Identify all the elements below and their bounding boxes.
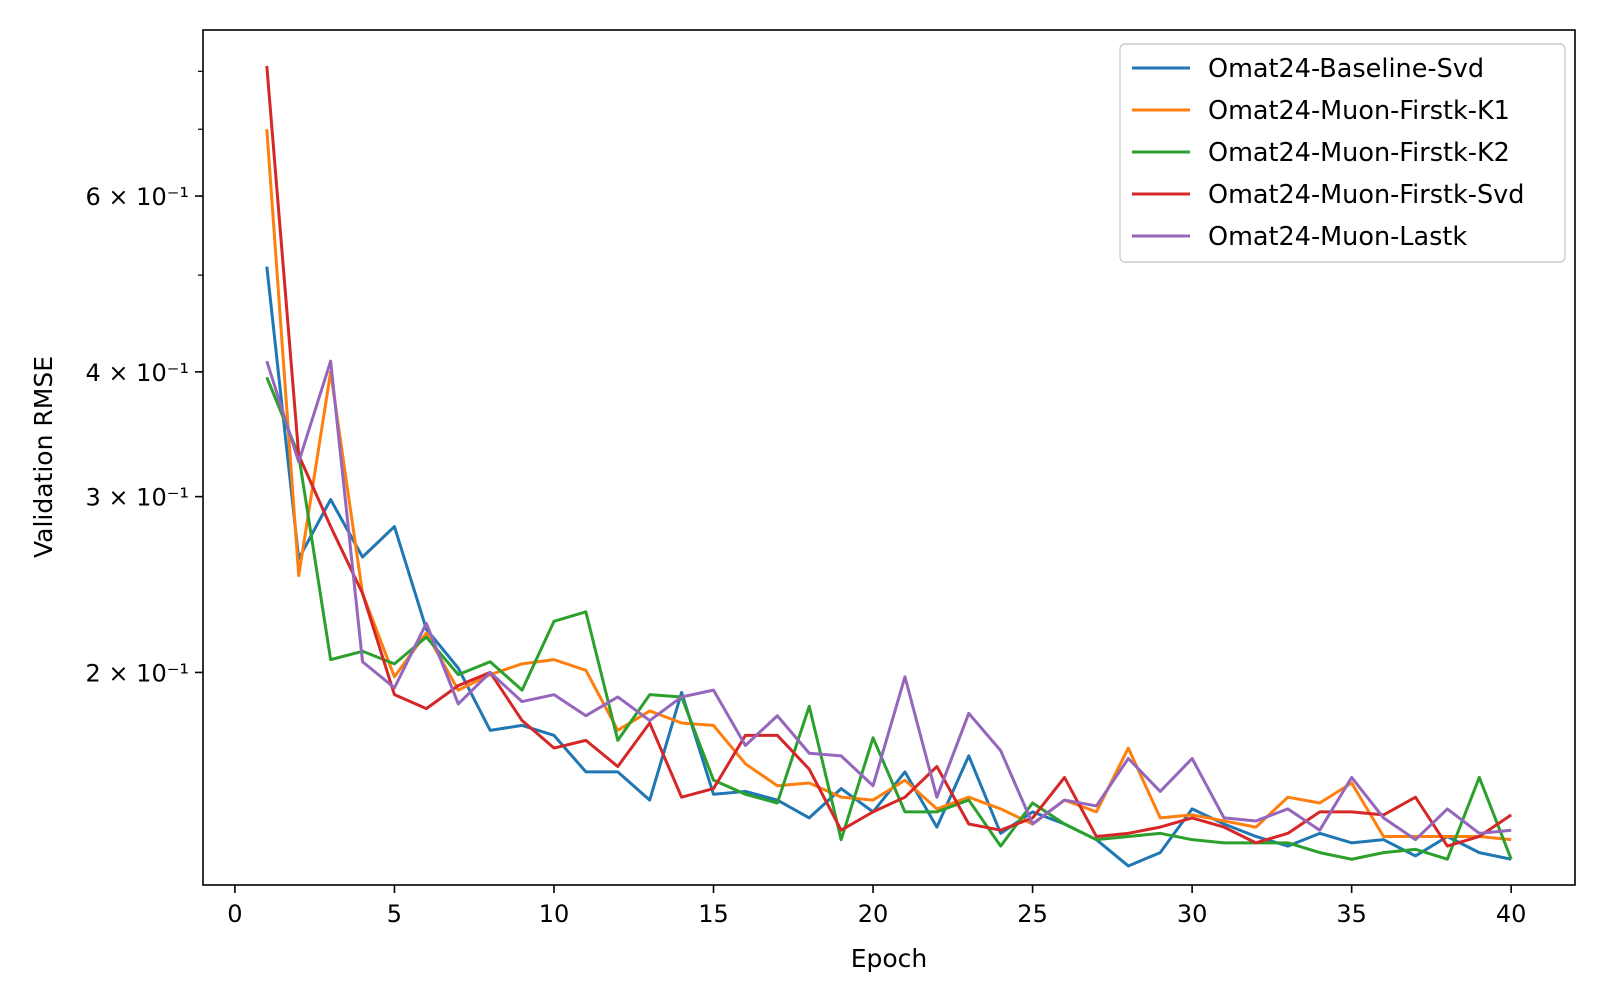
x-tick-label: 15 [698,900,729,928]
x-tick-label: 30 [1177,900,1208,928]
legend-label-1: Omat24-Muon-Firstk-K1 [1208,96,1510,126]
x-tick-label: 35 [1336,900,1367,928]
legend: Omat24-Baseline-Svd Omat24-Muon-Firstk-K1… [1119,43,1566,263]
x-axis: 0 5 10 15 20 25 30 35 40 [227,885,1526,928]
legend-label-4: Omat24-Muon-Lastk [1208,222,1467,252]
legend-box [1119,43,1566,263]
series-line-2 [265,376,1513,861]
legend-label-0: Omat24-Baseline-Svd [1208,54,1484,84]
x-axis-label: Epoch [851,944,928,973]
plot-frame [202,29,1576,886]
y-tick-label: 3 × 10⁻¹ [86,484,189,512]
plot-lines [265,65,1513,868]
x-tick-label: 25 [1017,900,1048,928]
x-tick-label: 5 [387,900,402,928]
x-tick-label: 10 [539,900,570,928]
y-axis: 2 × 10⁻¹ 3 × 10⁻¹ 4 × 10⁻¹ 6 × 10⁻¹ [86,70,203,687]
series-line-1 [265,129,1512,842]
x-tick-label: 20 [858,900,889,928]
y-tick-label: 4 × 10⁻¹ [86,359,189,387]
series-line-0 [265,266,1512,868]
series-line-4 [265,359,1512,842]
legend-label-2: Omat24-Muon-Firstk-K2 [1208,138,1510,168]
legend-label-3: Omat24-Muon-Firstk-Svd [1208,180,1524,210]
y-tick-label: 2 × 10⁻¹ [86,659,189,687]
y-axis-label: Validation RMSE [29,356,58,558]
x-tick-label: 40 [1496,900,1527,928]
y-tick-label: 6 × 10⁻¹ [86,183,189,211]
series-line-3 [265,65,1513,848]
x-tick-label: 0 [227,900,242,928]
